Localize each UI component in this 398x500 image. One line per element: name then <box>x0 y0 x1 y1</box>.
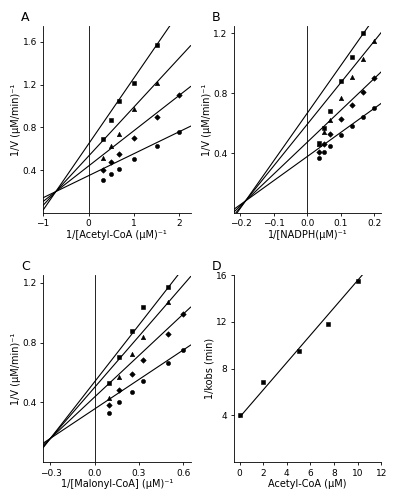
Y-axis label: 1/V (μM/min)⁻¹: 1/V (μM/min)⁻¹ <box>11 84 21 156</box>
X-axis label: 1/[Acetyl-CoA (μM)⁻¹: 1/[Acetyl-CoA (μM)⁻¹ <box>66 230 167 239</box>
Text: C: C <box>21 260 30 274</box>
Y-axis label: 1/kobs (min): 1/kobs (min) <box>205 338 215 400</box>
X-axis label: 1/[NADPH(μM)⁻¹: 1/[NADPH(μM)⁻¹ <box>267 230 347 239</box>
Text: A: A <box>21 11 29 24</box>
Y-axis label: 1/V (μM/min)⁻¹: 1/V (μM/min)⁻¹ <box>202 84 212 156</box>
X-axis label: Acetyl-CoA (μM): Acetyl-CoA (μM) <box>268 479 347 489</box>
Text: B: B <box>212 11 220 24</box>
Y-axis label: 1/V (μM/min)⁻¹: 1/V (μM/min)⁻¹ <box>11 332 21 405</box>
Text: D: D <box>212 260 221 274</box>
X-axis label: 1/[Malonyl-CoA] (μM)⁻¹: 1/[Malonyl-CoA] (μM)⁻¹ <box>61 479 173 489</box>
